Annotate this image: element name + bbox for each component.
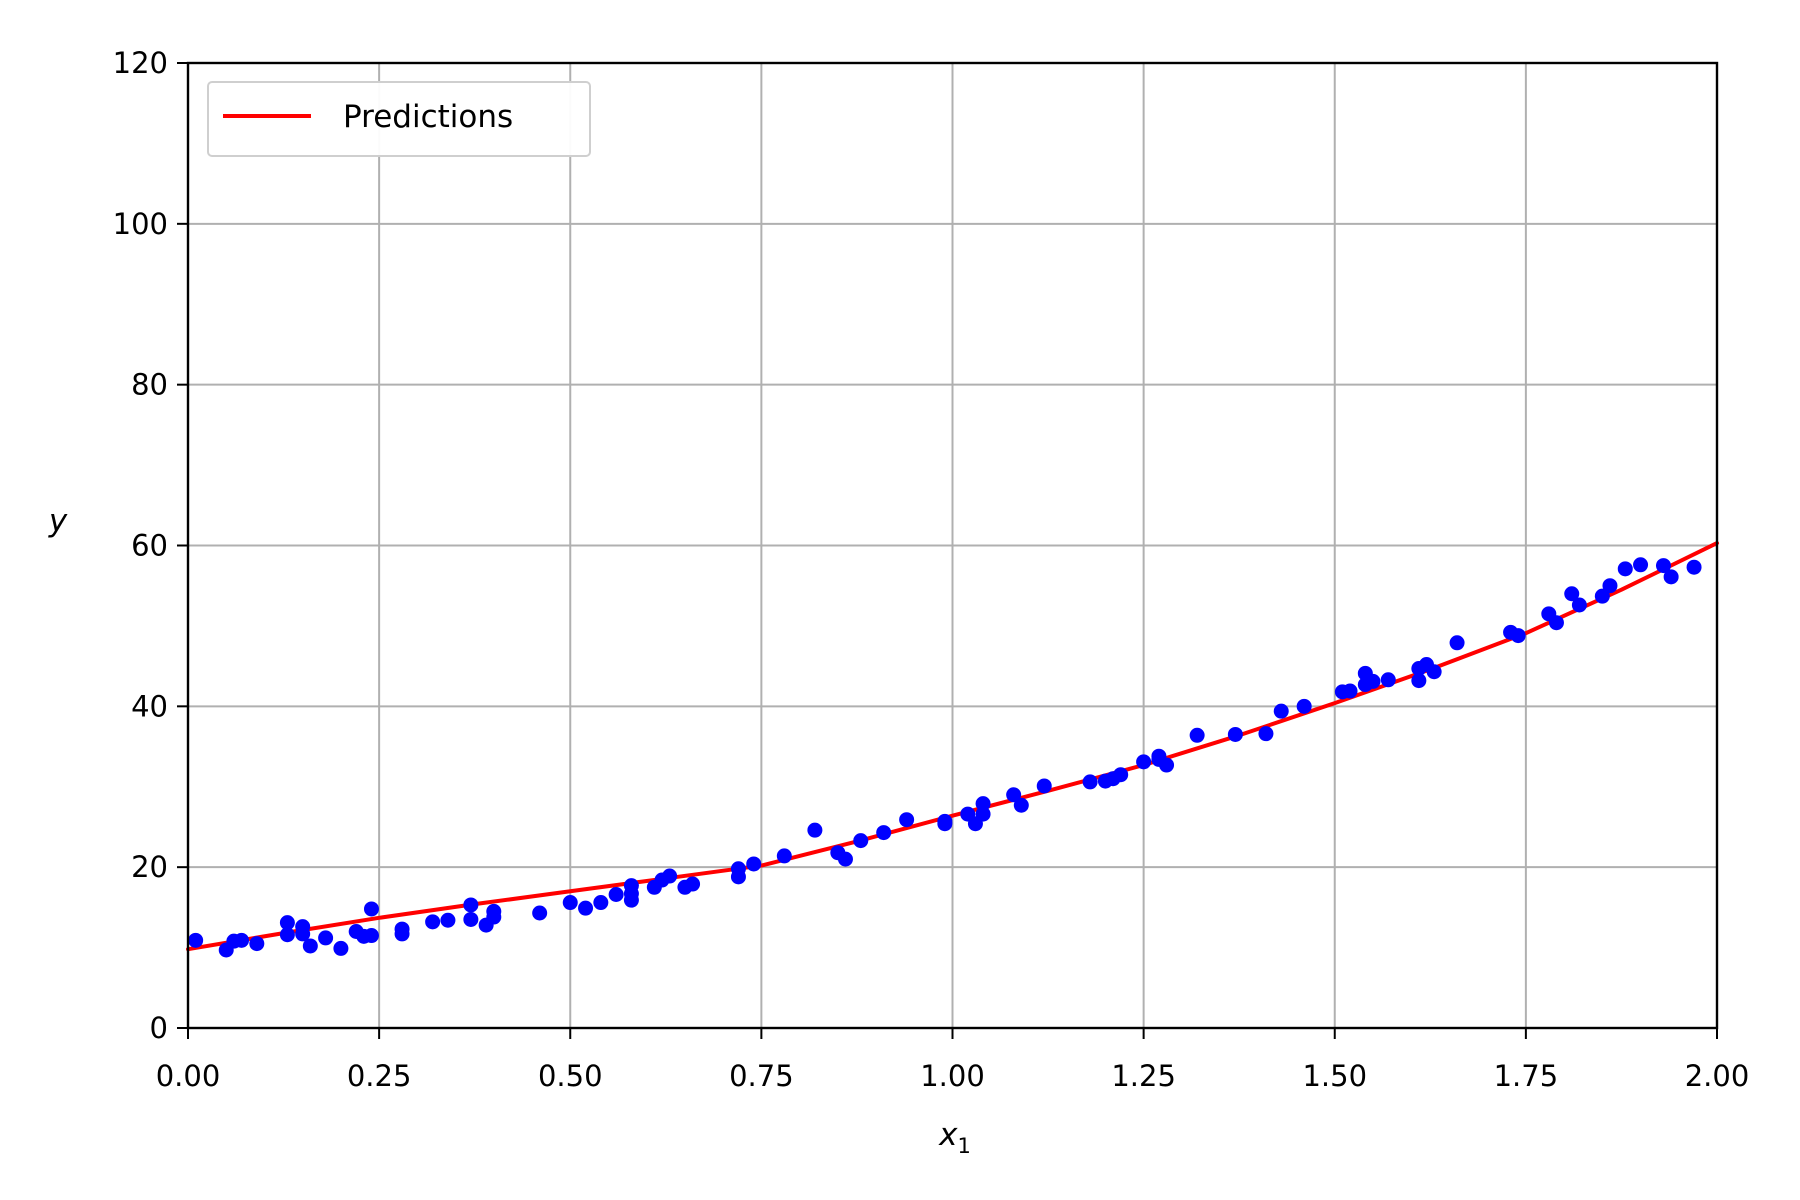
scatter-point (1159, 757, 1175, 773)
scatter-point (425, 914, 441, 930)
scatter-point (1449, 635, 1465, 651)
scatter-point (1617, 561, 1633, 577)
y-tick-label: 120 (113, 46, 168, 80)
x-axis-label: x1 (938, 1117, 971, 1158)
scatter-point (1227, 726, 1243, 742)
scatter-point (279, 927, 295, 943)
scatter-point (1113, 767, 1129, 783)
legend-label: Predictions (343, 99, 513, 135)
scatter-point (1296, 698, 1312, 714)
x-tick-label: 0.50 (538, 1059, 603, 1093)
y-tick-label: 40 (131, 689, 168, 723)
scatter-point (249, 936, 265, 952)
x-tick-label: 1.50 (1302, 1059, 1367, 1093)
scatter-point (1036, 778, 1052, 794)
scatter-point (937, 813, 953, 829)
scatter-point (899, 812, 915, 828)
scatter-point (1380, 672, 1396, 688)
predictions-line (186, 541, 1719, 952)
scatter-point (333, 940, 349, 956)
scatter-point (685, 876, 701, 892)
scatter-point (975, 806, 991, 822)
y-tick-label: 100 (113, 207, 168, 241)
scatter-point (1082, 774, 1098, 790)
scatter-point (279, 915, 295, 931)
x-tick-label: 2.00 (1685, 1059, 1750, 1093)
scatter-point (1342, 683, 1358, 699)
scatter-point (188, 932, 204, 948)
scatter-point (1258, 726, 1274, 742)
scatter-point (975, 796, 991, 812)
scatter-point (1564, 586, 1580, 602)
y-tick-label: 60 (131, 529, 168, 563)
scatter-point (394, 921, 410, 937)
scatter-point (1602, 578, 1618, 594)
scatter-point (440, 912, 456, 928)
scatter-point (730, 861, 746, 877)
x-tick-label: 1.75 (1494, 1059, 1559, 1093)
scatter-point (837, 851, 853, 867)
scatter-point (1013, 797, 1029, 813)
y-tick-label: 0 (150, 1011, 168, 1045)
scatter-point (776, 848, 792, 864)
scatter-point (363, 928, 379, 944)
scatter-point (1510, 628, 1526, 644)
x-tick-label: 0.75 (729, 1059, 794, 1093)
scatter-point (1006, 787, 1022, 803)
scatter-point (463, 897, 479, 913)
scatter-point (532, 905, 548, 921)
y-tick-label: 20 (131, 850, 168, 884)
scatter-point (853, 833, 869, 849)
scatter-point (1686, 559, 1702, 575)
scatter-point (746, 856, 762, 872)
scatter-point (1426, 664, 1442, 680)
scatter-point (363, 901, 379, 917)
scatter-point (1548, 615, 1564, 631)
scatter-point (1663, 569, 1679, 585)
scatter-point (1136, 754, 1152, 770)
scatter-point (807, 822, 823, 838)
scatter-point (1571, 597, 1587, 613)
scatter-point (608, 887, 624, 903)
grid (187, 62, 1718, 1029)
legend: Predictions (207, 81, 591, 157)
scatter-point (302, 938, 318, 954)
x-tick-label: 0.00 (156, 1059, 221, 1093)
scatter-point (1273, 703, 1289, 719)
scatter-point (876, 825, 892, 841)
y-tick-label: 80 (131, 368, 168, 402)
y-axis-label: y (48, 503, 68, 539)
x-tick-label: 1.00 (920, 1059, 985, 1093)
scatter-point (1365, 673, 1381, 689)
scatter-point (623, 886, 639, 902)
scatter-point (593, 895, 609, 911)
scatter-point (463, 911, 479, 927)
scatter-point (295, 919, 311, 935)
scatter-point (1633, 557, 1649, 573)
scatter-point (1655, 558, 1671, 574)
scatter-point (318, 930, 334, 946)
scatter-point (1189, 727, 1205, 743)
scatter-points (188, 557, 1702, 958)
x-tick-label: 1.25 (1111, 1059, 1176, 1093)
scatter-point (234, 932, 250, 948)
scatter-point (578, 900, 594, 916)
scatter-point (662, 868, 678, 884)
scatter-point (562, 895, 578, 911)
scatter-point (1594, 588, 1610, 604)
predictions-line-layer (186, 541, 1719, 952)
x-tick-label: 0.25 (347, 1059, 412, 1093)
scatter-point (1411, 673, 1427, 689)
legend-box (207, 81, 591, 157)
axis-ticks: 0.00 0.25 0.50 0.75 1.00 1.25 1.50 1.75 2.00 0 20 4… (113, 46, 1750, 1093)
scatter-point (486, 909, 502, 925)
